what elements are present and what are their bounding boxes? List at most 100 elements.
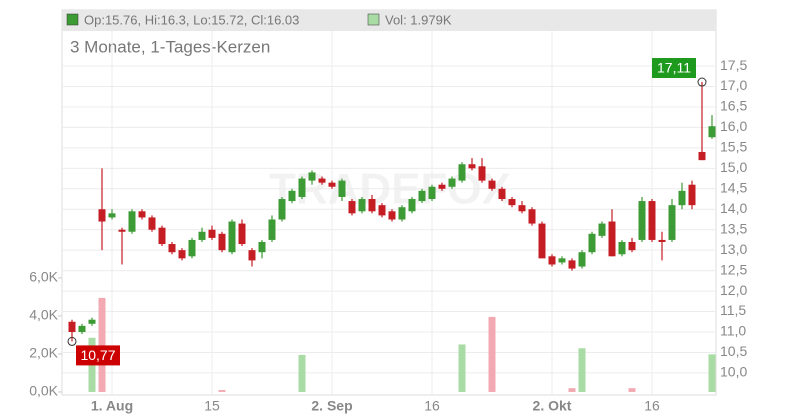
y-tick-label: 15,5: [720, 139, 747, 155]
volume-bar: [98, 297, 106, 392]
candle-body: [148, 217, 156, 230]
plot-area: [61, 9, 717, 396]
candle-body: [268, 219, 276, 240]
candle-body: [528, 209, 536, 224]
annotation-marker: [67, 336, 77, 346]
candle-body: [608, 221, 616, 257]
candle-body: [698, 151, 706, 161]
candle-body: [98, 209, 106, 222]
y2-tick-label: 4,0K: [29, 307, 58, 323]
candle-body: [508, 199, 516, 206]
candle-body: [288, 190, 296, 202]
ohlc-icon: [66, 13, 79, 26]
candle-body: [548, 256, 556, 265]
y-tick-label: 10,0: [720, 364, 747, 380]
candle-body: [638, 201, 646, 240]
y2-tick-label: 0,0K: [29, 383, 58, 399]
volume-bar: [628, 388, 636, 392]
candle-body: [688, 184, 696, 206]
candle-body: [628, 241, 636, 251]
candle-body: [108, 213, 116, 218]
candle-body: [598, 223, 606, 236]
y-tick-label: 14,0: [720, 200, 747, 216]
ohlc-label: Op:15.76, Hi:16.3, Lo:15.72, Cl:16.03: [84, 12, 299, 27]
candle-body: [488, 180, 496, 189]
candle-body: [388, 211, 396, 220]
candle-body: [338, 180, 346, 197]
candle-body: [158, 227, 166, 245]
y2-tick-label: 6,0K: [29, 269, 58, 285]
x-tick-label: 16: [424, 398, 440, 414]
candle-body: [478, 166, 486, 181]
candle-body: [178, 250, 186, 259]
x-tick-label: 2. Sep: [311, 398, 352, 414]
y-tick-label: 15,0: [720, 159, 747, 175]
candle-body: [458, 164, 466, 181]
candle-body: [368, 199, 376, 212]
candle-body: [198, 231, 206, 240]
candle-body: [168, 244, 176, 253]
volume-bar: [578, 348, 586, 392]
x-tick-label: 2. Okt: [533, 398, 572, 414]
annotation-label: 17,11: [657, 60, 691, 76]
candle-body: [648, 201, 656, 240]
y-tick-label: 11,0: [720, 323, 746, 339]
candle-body: [668, 205, 676, 240]
candle-body: [618, 241, 626, 255]
volume-bar: [488, 316, 496, 392]
candle-body: [278, 199, 286, 220]
volume-bar: [458, 344, 466, 392]
candle-body: [138, 211, 146, 218]
candle-body: [118, 229, 126, 232]
y-tick-label: 13,0: [720, 241, 747, 257]
volume-bar: [708, 354, 716, 392]
x-tick-label: 16: [644, 398, 660, 414]
candle-body: [68, 321, 76, 332]
volume-icon: [367, 13, 380, 26]
y-tick-label: 10,5: [720, 343, 747, 359]
candle-body: [578, 252, 586, 267]
candle-body: [538, 223, 546, 259]
y-tick-label: 12,0: [720, 282, 747, 298]
candle-body: [78, 325, 86, 332]
annotation-marker: [697, 77, 707, 87]
candle-body: [308, 172, 316, 181]
candle-body: [588, 233, 596, 253]
x-tick-label: 15: [204, 398, 220, 414]
candle-body: [468, 164, 476, 169]
candle-body: [238, 223, 246, 245]
candle-body: [438, 184, 446, 189]
candle-body: [228, 221, 236, 253]
candle-body: [128, 211, 136, 232]
annotation-box: [76, 345, 120, 366]
y-tick-label: 16,0: [720, 118, 747, 134]
candle-body: [328, 182, 336, 187]
y2-tick-label: 2,0K: [29, 345, 58, 361]
y-tick-label: 12,5: [720, 261, 747, 277]
candle-body: [88, 319, 96, 324]
header-bar: [62, 10, 716, 31]
candle-body: [218, 233, 226, 251]
candle-body: [348, 201, 356, 214]
volume-bar: [218, 390, 226, 392]
volume-label: Vol: 1.979K: [385, 12, 452, 27]
candle-body: [428, 186, 436, 200]
candle-body: [568, 260, 576, 269]
candle-body: [658, 239, 666, 242]
chart-title: 3 Monate, 1-Tages-Kerzen: [70, 37, 270, 56]
candle-body: [298, 178, 306, 197]
y-tick-label: 17,0: [720, 77, 747, 93]
volume-bar: [298, 354, 306, 392]
candle-body: [708, 126, 716, 138]
candle-body: [398, 207, 406, 220]
candle-body: [418, 190, 426, 202]
y-tick-label: 11,5: [720, 302, 746, 318]
candle-body: [258, 241, 266, 253]
candle-body: [558, 258, 566, 263]
candle-body: [318, 178, 326, 183]
y-tick-label: 17,5: [720, 57, 747, 73]
candle-body: [188, 239, 196, 257]
y-tick-label: 16,5: [720, 98, 747, 114]
candle-body: [448, 178, 456, 187]
